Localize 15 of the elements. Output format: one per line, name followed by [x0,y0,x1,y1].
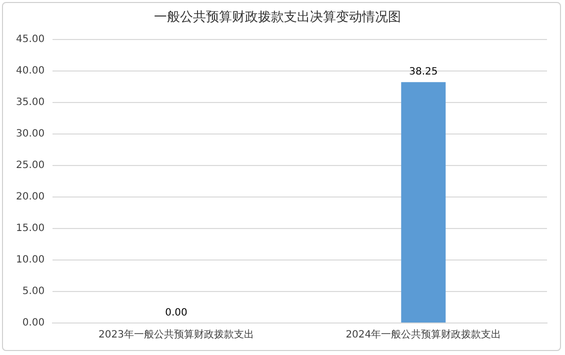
data-label: 38.25 [409,66,438,78]
x-tick-label: 2023年一般公共预算财政拨款支出 [98,328,254,341]
y-tick-label: 5.00 [22,286,45,298]
y-tick-label: 35.00 [16,97,45,108]
chart-title: 一般公共预算财政拨款支出决算变动情况图 [154,10,401,26]
y-tick-label: 45.00 [16,34,45,46]
y-tick-label: 20.00 [16,192,45,203]
y-tick-label: 10.00 [16,254,45,266]
x-tick-label: 2024年一般公共预算财政拨款支出 [346,328,502,341]
y-tick-label: 25.00 [16,160,45,172]
y-tick-label: 0.00 [22,318,45,329]
data-label: 0.00 [165,308,188,319]
y-tick-label: 30.00 [16,128,45,140]
y-tick-label: 40.00 [16,66,45,77]
y-tick-label: 15.00 [16,223,45,234]
